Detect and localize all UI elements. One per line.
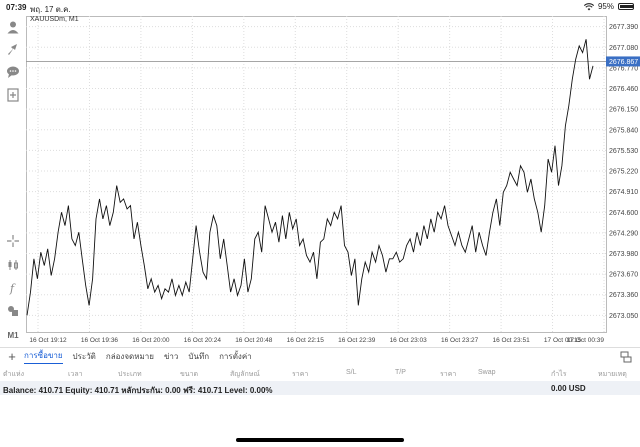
objects-icon[interactable]	[4, 302, 22, 320]
x-tick-label: 16 Oct 23:51	[492, 337, 530, 344]
balance-summary: Balance: 410.71 Equity: 410.71 หลักประกั…	[3, 386, 273, 395]
status-bar: 07:39 พฤ. 17 ต.ค. 95%	[0, 0, 640, 14]
y-tick-label: 2673.980	[609, 251, 638, 258]
plot-border	[26, 16, 607, 333]
timeframe-label: M1	[7, 330, 19, 340]
tab-news[interactable]: ข่าว	[163, 352, 179, 361]
col-tp: T/P	[395, 369, 406, 376]
tab-mailbox[interactable]: กล่องจดหมาย	[105, 352, 154, 361]
col-profit: กำไร	[551, 371, 567, 378]
col-volume: ขนาด	[180, 371, 199, 378]
col-symbol: สัญลักษณ์	[230, 371, 260, 378]
trade-icon[interactable]	[4, 40, 22, 58]
balance-row: Balance: 410.71 Equity: 410.71 หลักประกั…	[0, 381, 640, 395]
battery-icon	[618, 3, 634, 10]
y-tick-label: 2673.360	[609, 292, 638, 299]
x-tick-label: 16 Oct 23:27	[441, 337, 479, 344]
x-tick-label: 16 Oct 20:24	[184, 337, 222, 344]
y-tick-label: 2676.770	[609, 65, 638, 72]
positions-header: ตำแห่ง เวลา ประเภท ขนาด สัญลักษณ์ ราคา S…	[0, 366, 640, 380]
col-type: ประเภท	[118, 371, 142, 378]
tab-settings[interactable]: การตั้งค่า	[219, 352, 252, 361]
y-tick-label: 2677.080	[609, 45, 638, 52]
wifi-icon	[583, 2, 594, 10]
svg-text:f: f	[9, 282, 16, 295]
left-toolbar: f M1	[0, 14, 26, 344]
bottom-tab-bar: + การซื้อขาย ประวัติ กล่องจดหมาย ข่าว บั…	[0, 347, 640, 365]
chart-symbol-label: XAUUSDm, M1	[30, 16, 79, 23]
x-tick-label: 16 Oct 23:03	[390, 337, 428, 344]
y-tick-label: 2675.530	[609, 148, 638, 155]
x-tick-label: 16 Oct 19:12	[29, 337, 67, 344]
current-price-tag	[606, 56, 640, 67]
y-tick-label: 2677.390	[609, 24, 638, 31]
timeframe-button[interactable]: M1	[4, 326, 22, 344]
x-tick-label: 17 Oct 00:15	[544, 337, 582, 344]
balance-profit: 0.00 USD	[551, 384, 586, 393]
tab-history[interactable]: ประวัติ	[72, 352, 96, 361]
col-comment: หมายเหตุ	[598, 371, 627, 378]
y-tick-label: 2676.460	[609, 86, 638, 93]
y-tick-label: 2675.220	[609, 169, 638, 176]
col-sl: S/L	[346, 369, 357, 376]
status-date: พฤ. 17 ต.ค.	[30, 5, 71, 14]
y-tick-label: 2675.840	[609, 127, 638, 134]
y-tick-label: 2673.670	[609, 272, 638, 279]
account-icon[interactable]	[4, 18, 22, 36]
x-tick-label: 16 Oct 20:48	[235, 337, 273, 344]
x-tick-label: 16 Oct 22:15	[287, 337, 325, 344]
col-current-price: ราคา	[440, 371, 457, 378]
x-tick-label: 16 Oct 22:39	[338, 337, 376, 344]
function-icon[interactable]: f	[4, 279, 22, 297]
candlestick-icon[interactable]	[4, 256, 22, 274]
y-tick-label: 2674.600	[609, 210, 638, 217]
x-tick-label: 17 Oct 00:39	[567, 337, 605, 344]
tab-journal[interactable]: บันทึก	[188, 352, 210, 361]
col-swap: Swap	[478, 369, 496, 376]
chat-icon[interactable]	[4, 63, 22, 81]
battery-percent: 95%	[597, 2, 614, 11]
x-tick-label: 16 Oct 20:00	[132, 337, 170, 344]
add-icon[interactable]: +	[8, 349, 16, 364]
home-indicator	[236, 438, 404, 442]
price-chart[interactable]: 2677.390 2677.080 2676.770 2676.460 2676.150…	[26, 14, 640, 346]
y-tick-label: 2676.150	[609, 107, 638, 114]
x-tick-label: 16 Oct 19:36	[81, 337, 119, 344]
current-price-label: 2676.867	[609, 59, 638, 66]
panel-toggle-icon[interactable]	[620, 351, 632, 363]
new-order-icon[interactable]	[4, 86, 22, 104]
col-price: ราคา	[292, 371, 309, 378]
y-tick-label: 2674.910	[609, 189, 638, 196]
y-tick-label: 2674.290	[609, 230, 638, 237]
crosshair-icon[interactable]	[4, 232, 22, 250]
tab-trade[interactable]: การซื้อขาย	[24, 349, 63, 364]
col-time: เวลา	[68, 371, 83, 378]
col-position: ตำแห่ง	[3, 371, 25, 378]
status-time: 07:39	[6, 3, 27, 12]
y-tick-label: 2673.050	[609, 313, 638, 320]
status-right: 95%	[583, 2, 634, 11]
price-series-line	[26, 39, 594, 316]
